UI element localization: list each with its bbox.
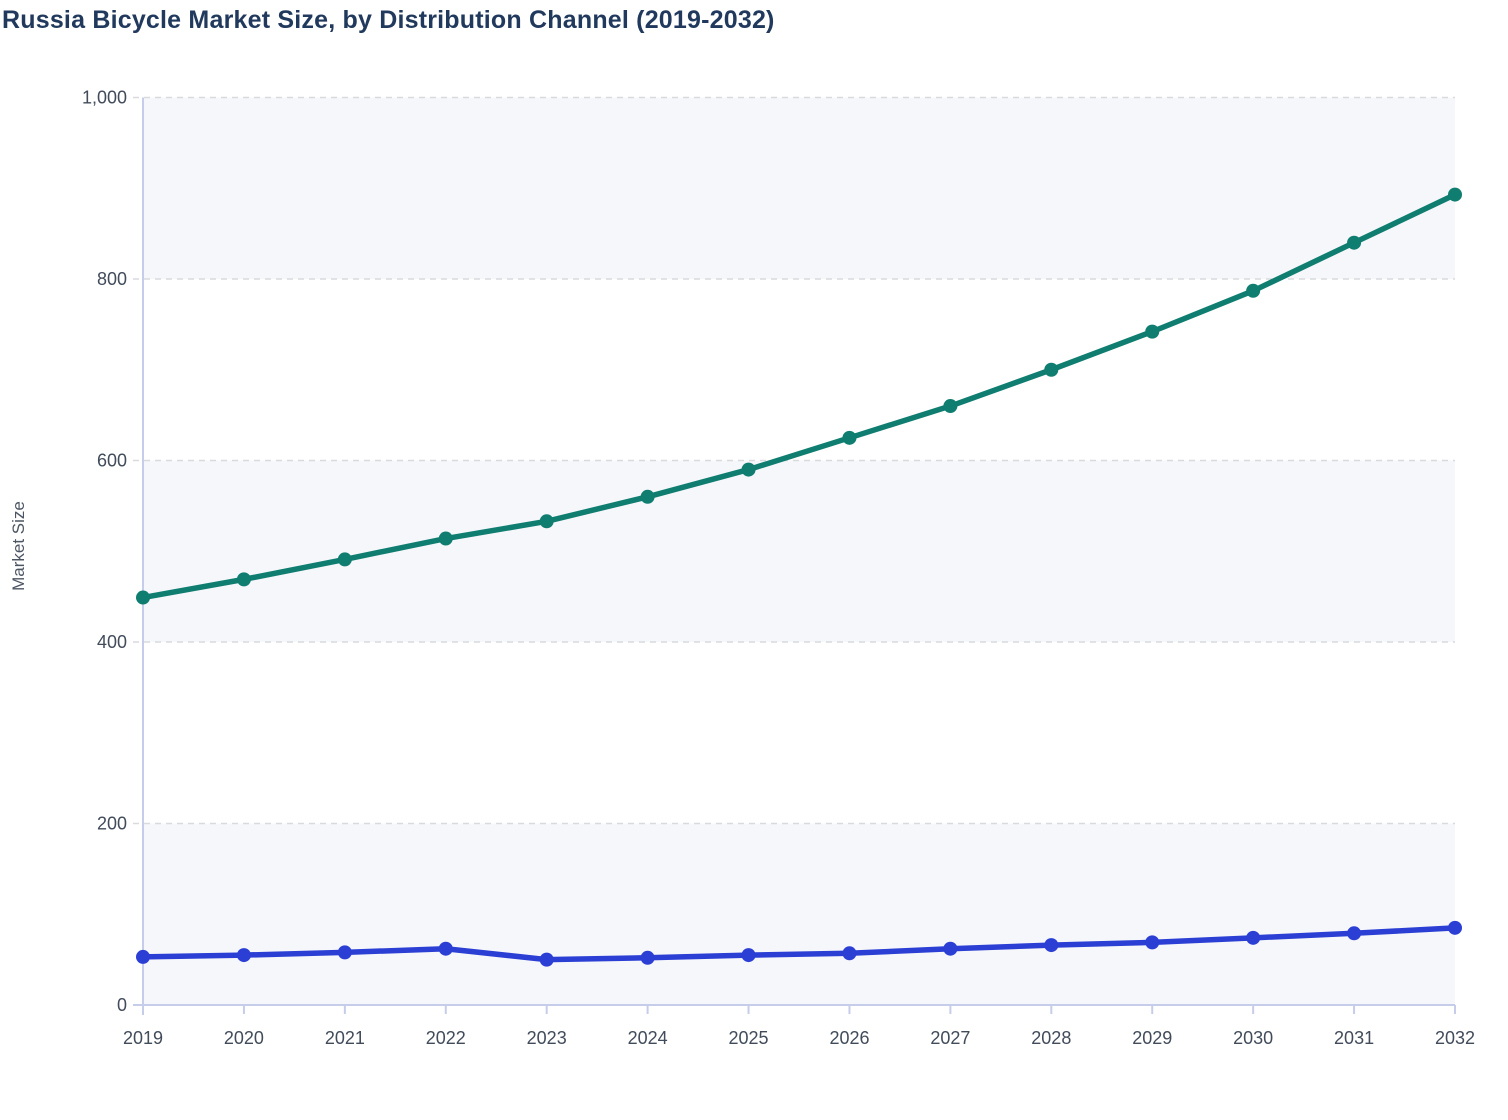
series-teal-point	[741, 462, 756, 477]
x-tick-label: 2019	[123, 1028, 163, 1048]
y-tick-label: 1,000	[82, 88, 127, 108]
plot-band	[143, 97, 1455, 279]
series-teal-point	[136, 590, 150, 605]
x-tick-label: 2024	[628, 1028, 668, 1048]
x-tick-label: 2031	[1334, 1028, 1374, 1048]
x-tick-label: 2026	[829, 1028, 869, 1048]
series-teal-point	[236, 572, 251, 587]
y-tick-label: 0	[117, 995, 127, 1015]
y-tick-label: 200	[97, 814, 127, 834]
series-blue-point	[1145, 935, 1160, 950]
x-tick-label: 2023	[527, 1028, 567, 1048]
x-tick-label: 2032	[1435, 1028, 1475, 1048]
series-blue-point	[842, 946, 857, 961]
x-tick-label: 2021	[325, 1028, 365, 1048]
x-tick-label: 2027	[930, 1028, 970, 1048]
y-tick-label: 400	[97, 632, 127, 652]
series-blue-point	[539, 952, 554, 967]
x-tick-label: 2020	[224, 1028, 264, 1048]
series-blue-point	[337, 945, 352, 960]
series-teal-point	[1145, 324, 1160, 339]
series-blue-line	[140, 925, 1458, 963]
series-blue-point	[236, 948, 251, 963]
series-blue-point	[438, 941, 453, 956]
plot-band	[143, 460, 1455, 642]
series-blue-point	[136, 949, 150, 964]
series-teal-point	[943, 399, 958, 414]
series-blue-point	[741, 948, 756, 963]
series-teal-point	[539, 514, 554, 529]
series-blue-point	[640, 950, 655, 965]
y-tick-label: 800	[97, 269, 127, 289]
series-teal-line	[140, 191, 1458, 601]
series-teal-point	[1246, 283, 1261, 298]
series-blue-point	[1246, 930, 1261, 945]
chart-title: Russia Bicycle Market Size, by Distribut…	[2, 6, 775, 34]
series-teal-point	[1347, 235, 1362, 250]
series-blue-point	[1044, 938, 1059, 953]
y-axis-title: Market Size	[9, 501, 28, 591]
series-teal-point	[337, 552, 352, 567]
series-teal-point	[1044, 362, 1059, 377]
x-tick-label: 2022	[426, 1028, 466, 1048]
series-teal-point	[1448, 187, 1462, 202]
series-teal-point	[842, 430, 857, 445]
series-blue-point	[1448, 920, 1462, 935]
x-tick-label: 2029	[1132, 1028, 1172, 1048]
x-tick-label: 2025	[729, 1028, 769, 1048]
y-tick-label: 600	[97, 451, 127, 471]
series-teal-point	[640, 489, 655, 504]
x-tick-label: 2028	[1031, 1028, 1071, 1048]
series-blue-point	[1347, 926, 1362, 941]
series-teal-point	[438, 531, 453, 546]
x-tick-label: 2030	[1233, 1028, 1273, 1048]
series-blue-point	[943, 941, 958, 956]
plot-band	[143, 823, 1455, 1005]
